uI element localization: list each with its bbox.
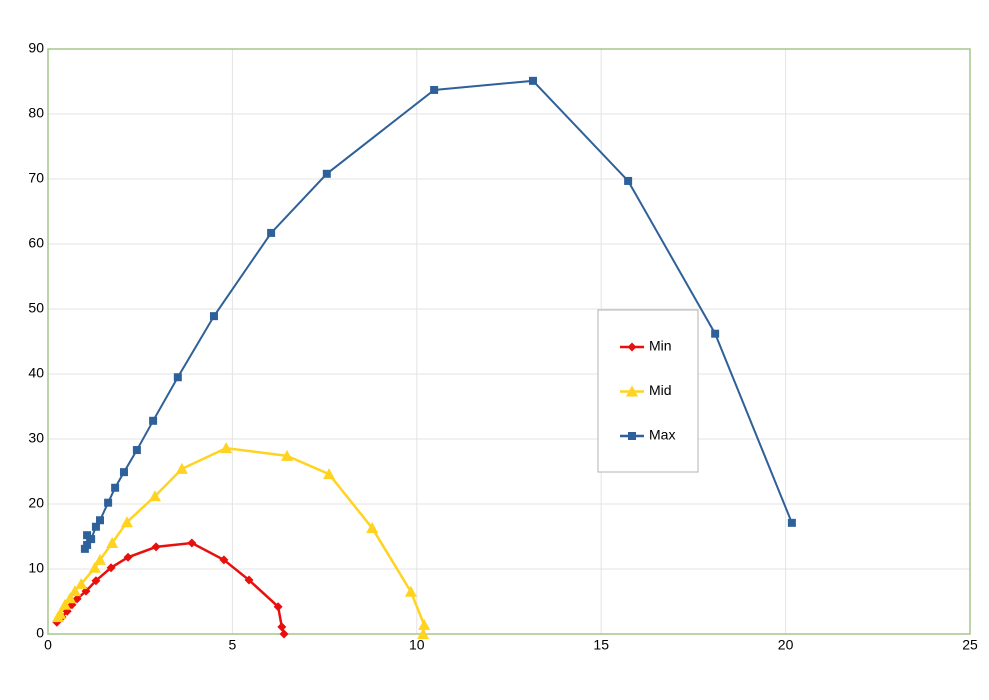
marker [75,577,88,589]
marker [277,622,287,632]
marker [220,442,233,454]
marker [148,490,161,502]
marker [83,531,92,540]
x-tick-label: 10 [409,637,425,653]
marker [132,446,141,455]
marker [149,416,158,425]
marker [273,602,283,612]
marker [175,462,188,474]
y-tick-label: 20 [28,495,44,511]
marker [279,629,289,639]
marker [624,176,633,185]
marker [104,498,113,507]
legend-box [597,309,699,473]
y-tick-label: 50 [28,300,44,316]
legend-label: Mid [649,382,672,398]
marker [267,228,276,237]
marker [64,592,77,604]
y-tick-label: 40 [28,365,44,381]
marker [173,373,182,382]
marker [209,312,218,321]
marker [628,432,636,440]
marker [418,618,431,630]
marker [68,585,81,597]
y-tick-label: 30 [28,430,44,446]
marker [120,516,133,528]
marker [54,607,67,619]
y-tick-label: 70 [28,170,44,186]
marker [151,542,161,552]
marker [58,598,71,610]
marker [94,553,107,565]
x-tick-label: 25 [962,637,978,653]
y-tick-label: 0 [36,625,44,641]
marker [106,563,116,573]
marker [83,540,92,549]
marker [280,449,293,461]
marker [417,628,430,639]
y-tick-label: 90 [28,40,44,56]
marker [787,518,796,527]
legend-label: Min [649,338,672,354]
marker [404,585,417,597]
marker [91,576,101,586]
x-tick-label: 0 [44,637,52,653]
marker [91,522,100,531]
marker [219,555,229,565]
marker [366,522,379,534]
legend-label: Max [649,427,675,443]
marker [96,516,105,525]
marker [119,468,128,477]
marker [627,342,637,352]
marker [187,538,197,548]
x-tick-label: 5 [229,637,237,653]
marker [711,329,720,338]
marker [87,535,96,544]
x-tick-label: 20 [778,637,794,653]
marker [528,76,537,85]
marker [430,85,439,94]
marker [123,552,133,562]
marker [626,385,638,397]
marker [322,169,331,178]
marker [88,561,101,573]
y-tick-label: 10 [28,560,44,576]
marker [244,575,254,585]
x-tick-label: 15 [593,637,609,653]
marker [106,537,119,548]
plot-border [47,48,971,635]
y-tick-label: 60 [28,235,44,251]
marker [111,483,120,492]
marker [323,468,336,480]
y-tick-label: 80 [28,105,44,121]
